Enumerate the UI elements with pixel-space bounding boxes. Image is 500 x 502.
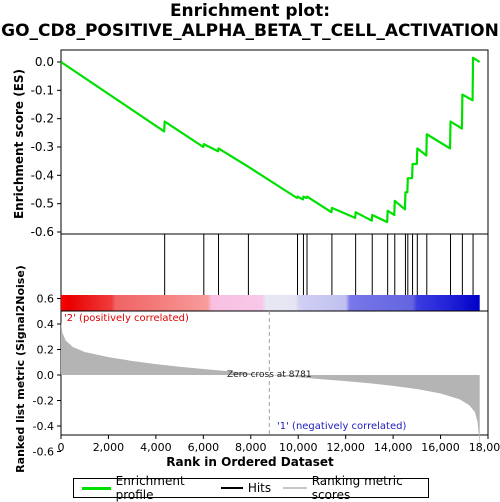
legend-item-enrichment-profile: Enrichment profile: [82, 474, 209, 502]
x-tick-label: 2,000: [93, 441, 125, 454]
chart-title-line1: Enrichment plot:: [169, 1, 331, 21]
zero-cross-annotation: Zero cross at 8781: [227, 370, 312, 380]
x-tick-label: 12,000: [326, 441, 365, 454]
negative-correlation-label: '1' (negatively correlated): [277, 421, 406, 432]
legend-item-ranking-metric: Ranking metric scores: [283, 474, 424, 502]
x-tick-label: 18,000: [469, 441, 500, 454]
ranking-color-bar: [61, 295, 480, 311]
metric-y-tick-label: -0.4: [33, 420, 54, 433]
es-panel-frame: [60, 49, 489, 235]
metric-y-tick-label: 0.4: [37, 318, 55, 331]
x-tick-label: 0: [58, 441, 65, 454]
es-y-tick-label: 0.0: [35, 55, 54, 69]
legend-label-hits: Hits: [247, 481, 272, 495]
metric-y-tick-label: 0.0: [37, 369, 55, 382]
x-tick-label: 14,000: [374, 441, 413, 454]
legend-swatch-black: [220, 487, 243, 489]
es-axis-label: Enrichment score (ES): [12, 68, 26, 220]
es-y-tick-label: -0.2: [31, 112, 54, 126]
legend-label-enrichment-profile: Enrichment profile: [115, 474, 185, 502]
es-y-tick-label: -0.5: [31, 197, 54, 211]
enrichment-profile-line: [60, 56, 481, 224]
legend-swatch-gray: [283, 487, 307, 489]
x-tick-label: 6,000: [188, 441, 220, 454]
x-tick-label: 4,000: [140, 441, 172, 454]
legend: Enrichment profile Hits Ranking metric s…: [73, 474, 429, 502]
metric-y-tick-label: 0.2: [37, 344, 55, 357]
x-tick-label: 8,000: [235, 441, 267, 454]
x-axis-label: Rank in Ordered Dataset: [166, 455, 334, 469]
legend-item-hits: Hits: [220, 481, 272, 495]
es-y-tick-label: -0.4: [31, 168, 54, 182]
es-y-tick-label: -0.3: [31, 140, 54, 154]
metric-y-tick-label: -0.6: [33, 446, 54, 459]
metric-y-tick-label: -0.2: [33, 395, 54, 408]
es-y-tick-label: -0.1: [31, 83, 54, 97]
x-tick-label: 10,000: [279, 441, 318, 454]
chart-title-line2: GO_CD8_POSITIVE_ALPHA_BETA_T_CELL_ACTIVA…: [1, 21, 499, 41]
positive-correlation-label: '2' (positively correlated): [64, 313, 189, 324]
metric-axis-label: Ranked list metric (Signal2Noise): [14, 265, 27, 473]
x-tick-label: 16,000: [421, 441, 460, 454]
legend-label-ranking-metric: Ranking metric scores: [311, 474, 403, 502]
metric-y-tick-label: 0.6: [37, 293, 55, 306]
legend-swatch-green: [82, 486, 111, 490]
es-y-tick-label: -0.6: [31, 225, 54, 239]
